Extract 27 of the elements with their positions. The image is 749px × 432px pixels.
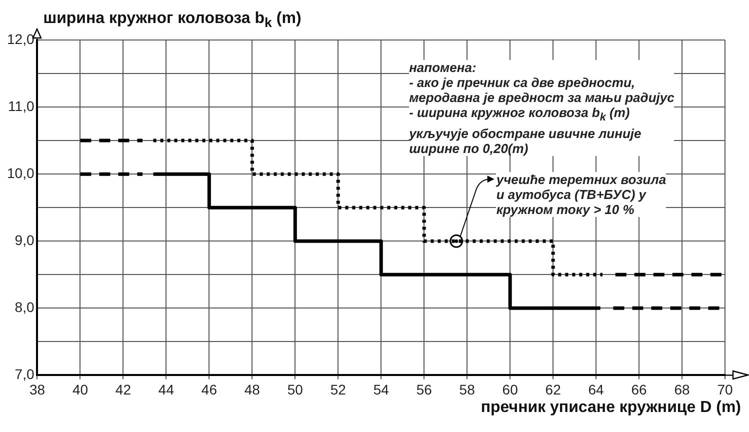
y-tick-label: 7,0 [14, 366, 34, 382]
x-tick-label: 68 [674, 381, 690, 398]
x-tick-label: 70 [717, 381, 733, 398]
annotation: напомена: - ако је пречник са две вредности, меродавна је вредност за мањи радијус - ширина кружног коловоза b$_{k}$ (m) укључује обостране ивичне линије ширине по 0,20(m) [409, 60, 674, 156]
x-tick-label: 52 [330, 381, 346, 398]
x-tick-label: 64 [588, 381, 604, 398]
x-tick-label: 54 [373, 381, 390, 398]
y-tick-label: 12,0 [7, 30, 34, 47]
y-tick-label: 9,0 [14, 232, 34, 248]
annotation: учешће теретних возила и аутобуса (ТВ+БУС) у кружном току > 10 % [496, 172, 666, 218]
x-tick-label: 66 [631, 381, 648, 398]
y-tick-label: 11,0 [8, 98, 34, 114]
x-tick-label: 48 [244, 381, 260, 398]
y-axis-title: ширина кружног коловоза b$_{k}$ (m) [43, 10, 302, 30]
x-tick-label: 62 [545, 381, 562, 398]
x-tick-label: 50 [287, 381, 304, 398]
x-tick-label: 58 [459, 381, 476, 398]
x-tick-label: 40 [72, 381, 88, 398]
x-tick-label: 46 [201, 381, 218, 398]
x-tick-label: 60 [502, 381, 518, 398]
y-tick-label: 10,0 [7, 164, 34, 181]
x-tick-label: 44 [158, 381, 174, 398]
x-axis-title: пречник уписане кружнице D (m) [480, 399, 741, 418]
y-tick-label: 8,0 [14, 299, 34, 316]
x-tick-label: 56 [416, 381, 432, 398]
x-tick-label: 38 [29, 381, 46, 398]
x-tick-label: 42 [115, 381, 132, 398]
